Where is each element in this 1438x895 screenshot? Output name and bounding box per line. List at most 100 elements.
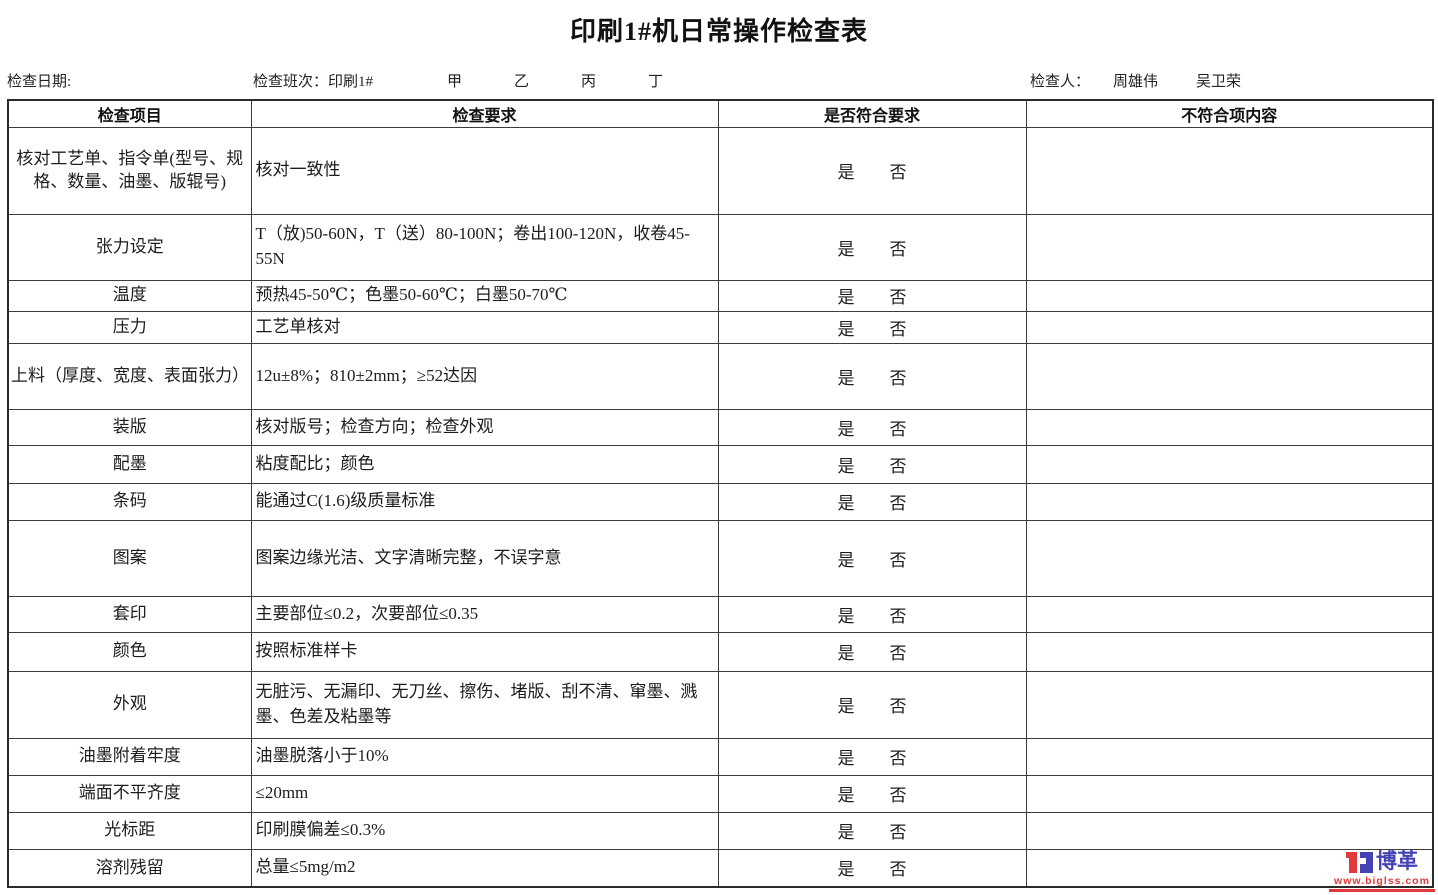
header-compliance: 是否符合要求 — [717, 99, 1027, 128]
no-option: 否 — [889, 239, 907, 259]
check-item-cell: 条码 — [7, 482, 252, 521]
biglss-logo-mark — [1346, 851, 1373, 873]
form-header: 检查日期: 检查班次：印刷1# 甲 乙 丙 丁 检查人： 周雄伟 吴卫荣 — [0, 70, 1438, 94]
header-check-item: 检查项目 — [7, 99, 252, 128]
table-row: 配墨 粘度配比；颜色 是 否 — [7, 444, 1434, 484]
no-option: 否 — [889, 550, 907, 570]
inspector-name: 吴卫荣 — [1196, 74, 1242, 90]
yes-option: 是 — [837, 319, 855, 339]
check-requirement-cell: ≤20mm — [250, 774, 719, 813]
shift-option-yi: 乙 — [514, 74, 530, 90]
header-nonconformity: 不符合项内容 — [1025, 99, 1434, 128]
yes-option: 是 — [837, 860, 855, 880]
table-header-row: 检查项目 检查要求 是否符合要求 不符合项内容 — [7, 99, 1434, 128]
check-requirement-cell: 12u±8%；810±2mm；≥52达因 — [250, 342, 719, 410]
no-option: 否 — [889, 749, 907, 768]
no-option: 否 — [889, 823, 907, 842]
compliance-cell: 是否 — [717, 342, 1027, 410]
check-requirement-cell: 印刷膜偏差≤0.3% — [250, 811, 719, 850]
yes-option: 是 — [837, 550, 855, 570]
check-item-cell: 溶剂残留 — [7, 848, 252, 888]
check-item-cell: 温度 — [7, 279, 252, 312]
check-item-cell: 端面不平齐度 — [7, 774, 252, 813]
nonconformity-cell — [1025, 342, 1434, 410]
no-option: 否 — [889, 163, 907, 182]
table-row: 外观 无脏污、无漏印、无刀丝、擦伤、堵版、刮不清、窜墨、溅墨、色差及粘墨等 是否 — [7, 670, 1434, 739]
yes-option: 是 — [837, 749, 855, 768]
no-option: 否 — [889, 786, 907, 805]
shift-label: 检查班次：印刷1# — [253, 74, 374, 90]
yes-option: 是 — [837, 606, 855, 626]
nonconformity-cell — [1025, 774, 1434, 813]
compliance-cell: 是否 — [717, 482, 1027, 521]
yes-option: 是 — [837, 494, 855, 513]
check-requirement-cell: 图案边缘光洁、文字清晰完整，不误字意 — [250, 519, 719, 597]
table-row: 图案 图案边缘光洁、文字清晰完整，不误字意 是否 — [7, 519, 1434, 597]
yes-option: 是 — [837, 456, 855, 476]
shift-option-jia: 甲 — [447, 74, 463, 90]
yes-option: 是 — [837, 288, 855, 307]
checklist-table: 检查项目 检查要求 是否符合要求 不符合项内容 核对工艺单、指令单(型号、规格、… — [7, 99, 1434, 888]
check-item-cell: 油墨附着牢度 — [7, 737, 252, 776]
no-option: 否 — [889, 319, 907, 339]
check-item-cell: 装版 — [7, 408, 252, 446]
check-requirement-cell: 核对版号；检查方向；检查外观 — [250, 408, 719, 446]
no-option: 否 — [889, 606, 907, 626]
inspector-name: 周雄伟 — [1113, 74, 1159, 90]
no-option: 否 — [889, 494, 907, 513]
table-row: 装版 核对版号；检查方向；检查外观 是否 — [7, 408, 1434, 446]
check-requirement-cell: 能通过C(1.6)级质量标准 — [250, 482, 719, 521]
no-option: 否 — [889, 288, 907, 307]
compliance-cell: 是否 — [717, 310, 1027, 344]
check-requirement-cell: 油墨脱落小于10% — [250, 737, 719, 776]
compliance-cell: 是否 — [717, 774, 1027, 813]
nonconformity-cell — [1025, 444, 1434, 484]
table-row: 张力设定 T（放)50-60N，T（送）80-100N；卷出100-120N，收… — [7, 213, 1434, 281]
nonconformity-cell — [1025, 213, 1434, 281]
check-item-cell: 光标距 — [7, 811, 252, 850]
nonconformity-cell — [1025, 737, 1434, 776]
biglss-logo-brand: 博革 — [1376, 850, 1418, 873]
nonconformity-cell — [1025, 279, 1434, 312]
table-row: 油墨附着牢度 油墨脱落小于10% 是否 — [7, 737, 1434, 776]
check-requirement-cell: 无脏污、无漏印、无刀丝、擦伤、堵版、刮不清、窜墨、溅墨、色差及粘墨等 — [250, 670, 719, 739]
shift-option-ding: 丁 — [648, 74, 664, 90]
nonconformity-cell — [1025, 310, 1434, 344]
no-option: 否 — [889, 644, 907, 663]
nonconformity-cell — [1025, 482, 1434, 521]
table-row: 光标距 印刷膜偏差≤0.3% 是否 — [7, 811, 1434, 850]
yes-option: 是 — [837, 239, 855, 259]
table-row: 条码 能通过C(1.6)级质量标准 是否 — [7, 482, 1434, 521]
compliance-cell: 是否 — [717, 737, 1027, 776]
compliance-cell: 是否 — [717, 631, 1027, 672]
nonconformity-cell — [1025, 631, 1434, 672]
table-row: 温度 预热45-50℃；色墨50-60℃；白墨50-70℃ 是否 — [7, 279, 1434, 312]
nonconformity-cell — [1025, 811, 1434, 850]
biglss-logo: 博革 www.biglss.com — [1329, 848, 1435, 892]
yes-option: 是 — [837, 786, 855, 805]
check-requirement-cell: 工艺单核对 — [250, 310, 719, 344]
no-option: 否 — [889, 697, 907, 716]
check-requirement-cell: 粘度配比；颜色 — [250, 444, 719, 484]
compliance-cell: 是否 — [717, 519, 1027, 597]
no-option: 否 — [889, 860, 907, 880]
shift-option-bing: 丙 — [581, 74, 597, 90]
header-check-requirement: 检查要求 — [250, 99, 719, 128]
yes-option: 是 — [837, 163, 855, 182]
yes-option: 是 — [837, 697, 855, 716]
check-item-cell: 张力设定 — [7, 213, 252, 281]
no-option: 否 — [889, 456, 907, 476]
table-row: 上料（厚度、宽度、表面张力） 12u±8%；810±2mm；≥52达因 是否 — [7, 342, 1434, 410]
nonconformity-cell — [1025, 408, 1434, 446]
check-item-cell: 套印 — [7, 595, 252, 633]
yes-option: 是 — [837, 419, 855, 439]
yes-option: 是 — [837, 823, 855, 842]
check-item-cell: 上料（厚度、宽度、表面张力） — [7, 342, 252, 410]
table-row: 颜色 按照标准样卡 是否 — [7, 631, 1434, 672]
check-item-cell: 配墨 — [7, 444, 252, 484]
compliance-cell: 是否 — [717, 126, 1027, 215]
nonconformity-cell — [1025, 126, 1434, 215]
yes-option: 是 — [837, 368, 855, 388]
compliance-cell: 是否 — [717, 811, 1027, 850]
